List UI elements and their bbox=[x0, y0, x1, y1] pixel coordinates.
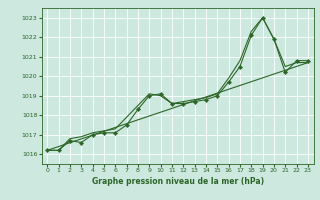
X-axis label: Graphe pression niveau de la mer (hPa): Graphe pression niveau de la mer (hPa) bbox=[92, 177, 264, 186]
